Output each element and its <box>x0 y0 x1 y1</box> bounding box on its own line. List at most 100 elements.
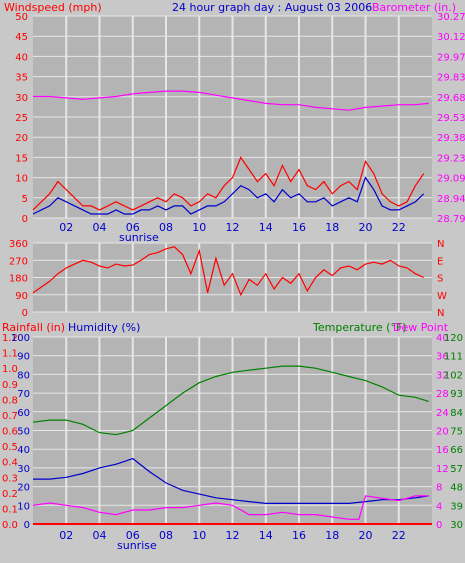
temperature-tick-label: 120 <box>444 333 463 344</box>
windspeed-axis-label: Windspeed (mph) <box>4 1 102 14</box>
windspeed-tick-label: 25 <box>15 113 28 124</box>
hour-tick-label: 16 <box>292 221 306 234</box>
humidity-tick-label: 90 <box>17 352 30 363</box>
hour-tick-label: 10 <box>192 221 206 234</box>
rainfall-tick-label: 0.1 <box>2 504 18 515</box>
humidity-tick-label: 0 <box>24 520 30 531</box>
barometer-tick-label: 28.94 <box>437 194 465 205</box>
humidity-tick-label: 50 <box>17 427 30 438</box>
wind-direction-grid <box>33 242 432 313</box>
temperature-tick-label: 75 <box>450 427 463 438</box>
humidity-tick-label: 100 <box>11 333 30 344</box>
hour-tick-label: 14 <box>259 529 273 542</box>
wind-barometer-grid <box>33 15 432 219</box>
compass-tick-label: W <box>437 291 447 302</box>
humidity-tick-label: 40 <box>17 445 30 456</box>
barometer-tick-label: 29.23 <box>437 153 465 164</box>
wind-direction-line <box>32 246 424 297</box>
sunrise-label-bottom: sunrise <box>117 539 157 552</box>
dewpoint-tick-label: 4 <box>436 501 442 512</box>
windspeed-tick-label: 50 <box>15 12 28 23</box>
sunrise-label-top: sunrise <box>119 231 159 244</box>
temperature-tick-label: 93 <box>450 389 463 400</box>
windspeed-line <box>32 156 425 211</box>
dewpoint-line <box>32 495 429 520</box>
compass-tick-label: N <box>437 308 444 319</box>
hour-tick-label: 08 <box>159 221 173 234</box>
dewpoint-tick-label: 0 <box>436 520 442 531</box>
rainfall-tick-label: 0.9 <box>2 380 18 391</box>
compass-tick-label: E <box>437 256 443 267</box>
hour-tick-label: 18 <box>325 529 339 542</box>
rainfall-tick-label: 1.1 <box>2 349 18 360</box>
barometer-tick-label: 29.09 <box>437 174 465 185</box>
temperature-tick-label: 57 <box>450 464 463 475</box>
hour-tick-label: 04 <box>93 221 107 234</box>
humidity-line <box>33 457 429 504</box>
hour-tick-label: 06 <box>126 221 140 234</box>
hour-tick-label: 06 <box>126 529 140 542</box>
dewpoint-tick-label: 28 <box>436 389 449 400</box>
humidity-tick-label: 70 <box>17 389 30 400</box>
direction-degree-tick-label: 360 <box>9 239 28 250</box>
hour-tick-label: 12 <box>226 221 240 234</box>
humidity-tick-label: 60 <box>17 408 30 419</box>
rainfall-tick-label: 0.7 <box>2 411 18 422</box>
hour-tick-label: 16 <box>292 529 306 542</box>
barometer-tick-label: 30.27 <box>437 12 465 23</box>
temperature-tick-label: 39 <box>450 501 463 512</box>
axis-tick-labels: 0510152025303540455028.7928.9429.0929.23… <box>2 12 465 542</box>
hour-tick-label: 02 <box>59 221 73 234</box>
direction-degree-tick-label: 180 <box>9 274 28 285</box>
dewpoint-axis-label: Dew Point <box>393 321 449 334</box>
windspeed-tick-label: 10 <box>15 174 28 185</box>
temperature-line <box>32 365 429 436</box>
direction-degree-tick-label: 90 <box>15 291 28 302</box>
temperature-tick-label: 48 <box>450 483 463 494</box>
rainfall-tick-label: 0.3 <box>2 473 18 484</box>
barometer-tick-label: 29.53 <box>437 113 465 124</box>
windspeed-tick-label: 35 <box>15 73 28 84</box>
barometer-axis-label: Barometer (in.) <box>372 1 456 14</box>
windspeed-tick-label: 45 <box>15 32 28 43</box>
dewpoint-tick-label: 20 <box>436 427 449 438</box>
barometer-tick-label: 29.97 <box>437 52 465 63</box>
windspeed-tick-label: 30 <box>15 93 28 104</box>
barometer-tick-label: 29.68 <box>437 93 465 104</box>
hour-tick-label: 02 <box>59 529 73 542</box>
direction-degree-tick-label: 270 <box>9 256 28 267</box>
windspeed-tick-label: 5 <box>22 194 28 205</box>
dewpoint-tick-label: 32 <box>436 370 449 381</box>
dewpoint-tick-label: 16 <box>436 445 449 456</box>
barometer-tick-label: 28.79 <box>437 214 465 225</box>
humidity-axis-label: Humidity (%) <box>68 321 140 334</box>
average-windspeed-line <box>32 176 425 215</box>
rainfall-tick-label: 0.8 <box>2 395 18 406</box>
hour-tick-label: 04 <box>93 529 107 542</box>
rainfall-tick-label: 1.2 <box>2 333 18 344</box>
humidity-tick-label: 80 <box>17 370 30 381</box>
hour-tick-label: 12 <box>226 529 240 542</box>
hour-tick-label: 14 <box>259 221 273 234</box>
rainfall-tick-label: 0.5 <box>2 442 18 453</box>
hour-tick-label: 08 <box>159 529 173 542</box>
temperature-tick-label: 30 <box>450 520 463 531</box>
rainfall-tick-label: 0.4 <box>2 458 18 469</box>
windspeed-tick-label: 15 <box>15 153 28 164</box>
barometer-line <box>33 90 429 111</box>
compass-tick-label: N <box>437 239 444 250</box>
temperature-tick-label: 66 <box>450 445 463 456</box>
rainfall-tick-label: 1.0 <box>2 364 18 375</box>
barometer-tick-label: 30.12 <box>437 32 465 43</box>
temperature-tick-label: 102 <box>444 370 463 381</box>
windspeed-tick-label: 20 <box>15 133 28 144</box>
direction-degree-tick-label: 0 <box>22 308 28 319</box>
temp-humidity-series <box>32 365 432 525</box>
temperature-axis-label: Temperature (°F) <box>312 321 407 334</box>
rainfall-tick-label: 0.6 <box>2 427 18 438</box>
dewpoint-tick-label: 40 <box>436 333 449 344</box>
windspeed-tick-label: 0 <box>22 214 28 225</box>
barometer-tick-label: 29.38 <box>437 133 465 144</box>
